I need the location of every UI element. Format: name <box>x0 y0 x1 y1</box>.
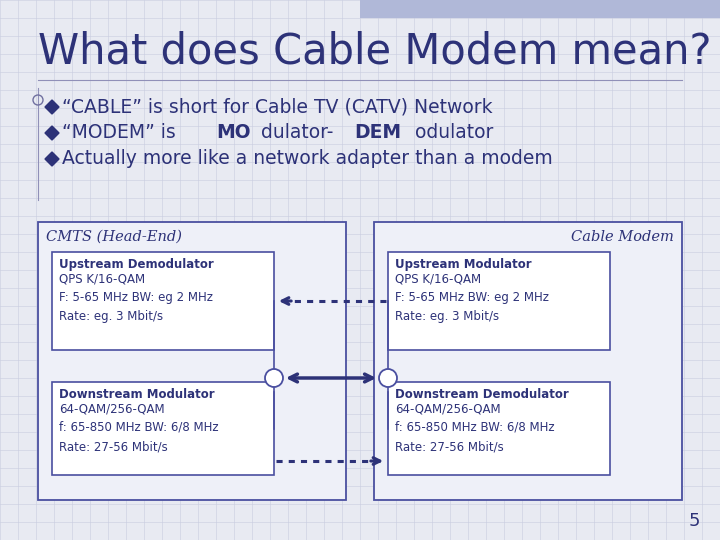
Bar <box>374 222 682 500</box>
Bar <box>38 222 346 500</box>
Text: Cable Modem: Cable Modem <box>571 230 674 244</box>
Circle shape <box>379 369 397 387</box>
Text: odulator: odulator <box>415 124 494 143</box>
Text: “MODEM” is: “MODEM” is <box>62 124 181 143</box>
Bar <box>52 252 274 350</box>
Bar <box>360 0 720 18</box>
Bar <box>52 382 274 475</box>
Text: Downstream Modulator: Downstream Modulator <box>59 388 215 401</box>
Text: “CABLE” is short for Cable TV (CATV) Network: “CABLE” is short for Cable TV (CATV) Net… <box>62 98 492 117</box>
Text: 64-QAM/256-QAM
f: 65-850 MHz BW: 6/8 MHz
Rate: 27-56 Mbit/s: 64-QAM/256-QAM f: 65-850 MHz BW: 6/8 MHz… <box>395 402 554 453</box>
Text: 5: 5 <box>688 512 700 530</box>
Text: MO: MO <box>217 124 251 143</box>
Polygon shape <box>45 100 59 114</box>
Text: Downstream Demodulator: Downstream Demodulator <box>395 388 569 401</box>
Bar <box>388 382 610 475</box>
Text: CMTS (Head-End): CMTS (Head-End) <box>46 230 182 244</box>
Text: QPS K/16-QAM
F: 5-65 MHz BW: eg 2 MHz
Rate: eg. 3 Mbit/s: QPS K/16-QAM F: 5-65 MHz BW: eg 2 MHz Ra… <box>395 272 549 323</box>
Text: dulator-: dulator- <box>261 124 333 143</box>
Text: DEM: DEM <box>354 124 402 143</box>
Text: Actually more like a network adapter than a modem: Actually more like a network adapter tha… <box>62 150 553 168</box>
Circle shape <box>265 369 283 387</box>
Text: Upstream Demodulator: Upstream Demodulator <box>59 258 214 271</box>
Bar <box>388 252 610 350</box>
Text: Upstream Modulator: Upstream Modulator <box>395 258 531 271</box>
Text: What does Cable Modem mean?: What does Cable Modem mean? <box>38 30 711 72</box>
Polygon shape <box>45 152 59 166</box>
Text: QPS K/16-QAM
F: 5-65 MHz BW: eg 2 MHz
Rate: eg. 3 Mbit/s: QPS K/16-QAM F: 5-65 MHz BW: eg 2 MHz Ra… <box>59 272 213 323</box>
Polygon shape <box>45 126 59 140</box>
Text: 64-QAM/256-QAM
f: 65-850 MHz BW: 6/8 MHz
Rate: 27-56 Mbit/s: 64-QAM/256-QAM f: 65-850 MHz BW: 6/8 MHz… <box>59 402 219 453</box>
